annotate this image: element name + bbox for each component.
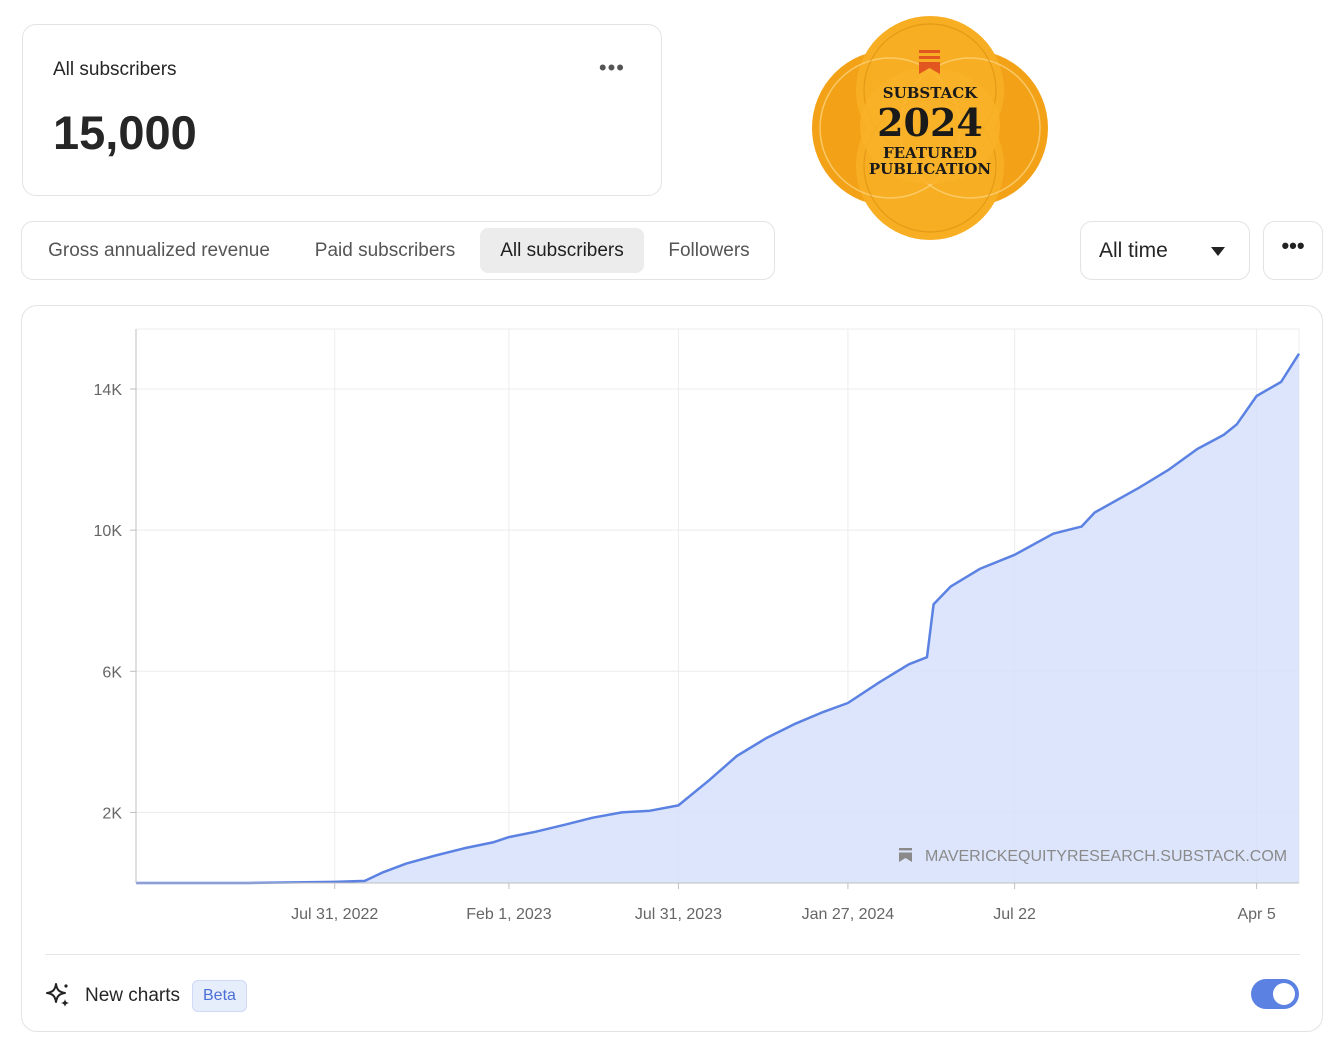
x-tick-label: Jul 22: [993, 906, 1036, 923]
y-tick-label: 14K: [94, 382, 123, 399]
x-tick-label: Jan 27, 2024: [802, 906, 895, 923]
badge-line3: FEATURED: [883, 144, 977, 162]
caret-down-icon: [1211, 247, 1225, 256]
tab-all-subscribers[interactable]: All subscribers: [480, 228, 644, 273]
chart-card: 2K 6K 10K 14K Jul 31, 2022 Feb 1, 2023 Jul 31,…: [21, 305, 1323, 1032]
footer-divider: [45, 954, 1300, 955]
new-charts-toggle[interactable]: [1251, 979, 1299, 1009]
x-tick-label: Jul 31, 2023: [635, 906, 722, 923]
more-options-button[interactable]: •••: [1263, 221, 1323, 280]
bookmark-icon: [899, 848, 912, 862]
badge-line4: PUBLICATION: [869, 160, 992, 178]
new-charts-label: New charts: [85, 985, 181, 1006]
x-tick-label: Jul 31, 2022: [291, 906, 378, 923]
summary-card: All subscribers ••• 15,000: [22, 24, 662, 196]
tab-followers[interactable]: Followers: [668, 240, 750, 261]
sparkle-icon: [46, 983, 69, 1007]
chart-labels: 2K 6K 10K 14K Jul 31, 2022 Feb 1, 2023 Jul 31,…: [94, 382, 1276, 923]
subscriber-chart: 2K 6K 10K 14K Jul 31, 2022 Feb 1, 2023 Jul 31,…: [94, 328, 1301, 923]
y-tick-label: 6K: [102, 664, 122, 681]
tab-gross-annualized-revenue[interactable]: Gross annualized revenue: [48, 240, 270, 261]
x-tick-label: Apr 5: [1237, 906, 1275, 923]
toggle-knob: [1273, 983, 1295, 1005]
substack-logo-icon: [919, 50, 940, 74]
subscriber-count: 15,000: [53, 106, 197, 159]
x-tick-label: Feb 1, 2023: [466, 906, 552, 923]
y-tick-label: 2K: [102, 805, 122, 822]
badge-line1: SUBSTACK: [883, 84, 978, 102]
watermark-text: MAVERICKEQUITYRESEARCH.SUBSTACK.COM: [925, 848, 1287, 865]
watermark: MAVERICKEQUITYRESEARCH.SUBSTACK.COM: [899, 848, 1287, 865]
time-range-select[interactable]: All time: [1080, 221, 1250, 280]
chart-series-line: [136, 353, 1301, 885]
tab-paid-subscribers[interactable]: Paid subscribers: [314, 240, 456, 261]
featured-publication-badge: SUBSTACK 2024 FEATURED PUBLICATION: [812, 16, 1048, 240]
metric-tabs: Gross annualized revenue Paid subscriber…: [21, 221, 775, 280]
y-tick-label: 10K: [94, 523, 123, 540]
time-range-label: All time: [1099, 239, 1168, 262]
ellipsis-icon[interactable]: •••: [598, 55, 625, 80]
badge-year: 2024: [877, 100, 983, 145]
summary-card-title: All subscribers: [53, 59, 177, 80]
chart-axes: [130, 329, 1299, 889]
badge-rosette: [812, 16, 1048, 240]
chart-area-fill: [136, 353, 1299, 883]
beta-badge: Beta: [192, 980, 247, 1012]
